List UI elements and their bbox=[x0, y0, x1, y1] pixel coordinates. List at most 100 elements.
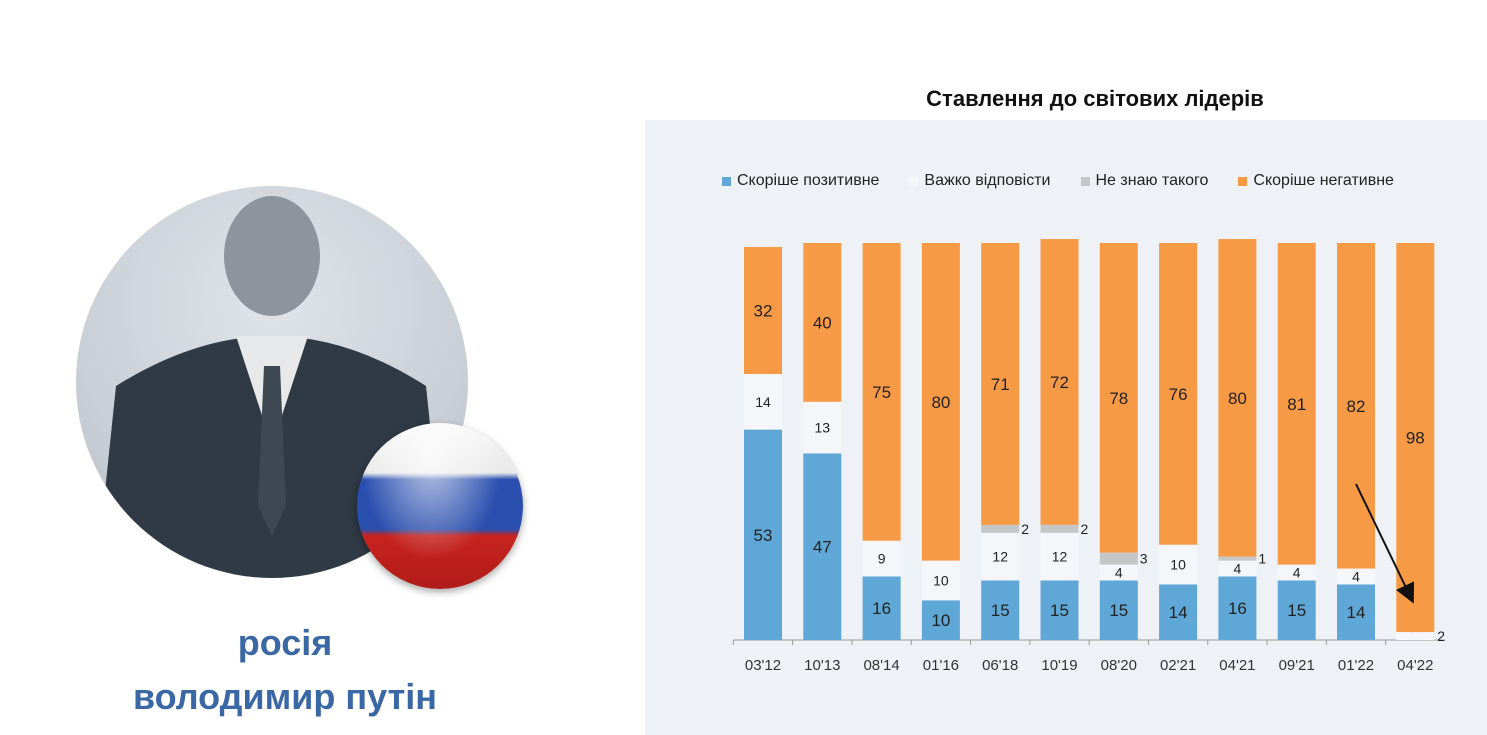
data-label: 2 bbox=[1437, 628, 1445, 644]
russia-flag-icon bbox=[357, 423, 523, 589]
bar-segment bbox=[921, 243, 960, 561]
bar-segment bbox=[1040, 580, 1079, 640]
data-label: 53 bbox=[754, 526, 773, 545]
x-tick-label: 08'20 bbox=[1101, 657, 1137, 674]
bar-segment bbox=[1396, 243, 1435, 633]
bar-segment bbox=[1277, 580, 1316, 640]
data-label: 80 bbox=[1228, 389, 1247, 408]
data-label: 98 bbox=[1406, 429, 1425, 448]
bar-segment bbox=[803, 453, 842, 640]
legend-unknown: Не знаю такого bbox=[1080, 172, 1209, 190]
data-label: 72 bbox=[1050, 373, 1069, 392]
bar-segment bbox=[1040, 532, 1079, 581]
data-label: 4 bbox=[1352, 568, 1360, 584]
legend: Скоріше позитивне Важко відповісти Не зн… bbox=[722, 172, 1394, 190]
bar-segment bbox=[1159, 243, 1198, 545]
bar-segment bbox=[862, 243, 901, 541]
data-label: 12 bbox=[992, 549, 1008, 565]
bar-segment bbox=[981, 532, 1020, 581]
bar-segment bbox=[1159, 544, 1198, 585]
x-tick-label: 01'22 bbox=[1338, 657, 1374, 674]
x-tick-label: 10'19 bbox=[1041, 657, 1077, 674]
x-tick-label: 04'22 bbox=[1397, 657, 1433, 674]
data-label: 16 bbox=[1228, 599, 1247, 618]
data-label: 15 bbox=[991, 601, 1010, 620]
x-tick-label: 06'18 bbox=[982, 657, 1018, 674]
legend-negative: Скоріше негативне bbox=[1238, 172, 1394, 190]
data-label: 40 bbox=[813, 313, 832, 332]
data-label: 32 bbox=[754, 301, 773, 320]
data-label: 9 bbox=[878, 551, 886, 567]
legend-positive: Скоріше позитивне bbox=[722, 172, 879, 190]
data-label: 2 bbox=[1081, 521, 1089, 537]
data-label: 82 bbox=[1347, 397, 1366, 416]
bar-segment bbox=[744, 374, 782, 430]
data-label: 10 bbox=[933, 572, 949, 588]
bar-segment bbox=[1337, 568, 1375, 585]
x-tick-label: 10'13 bbox=[804, 657, 840, 674]
data-label: 12 bbox=[1052, 549, 1068, 565]
data-label: 10 bbox=[1170, 557, 1186, 573]
legend-label: Скоріше негативне bbox=[1253, 172, 1394, 189]
data-label: 2 bbox=[1021, 521, 1029, 537]
data-label: 71 bbox=[991, 375, 1010, 394]
bar-segment bbox=[1277, 243, 1316, 565]
x-tick-label: 03'12 bbox=[745, 657, 781, 674]
data-label: 14 bbox=[755, 394, 771, 410]
bar-segment bbox=[1396, 632, 1435, 640]
legend-swatch bbox=[1238, 176, 1248, 186]
bar-segment bbox=[1040, 524, 1079, 533]
data-label: 4 bbox=[1293, 565, 1301, 581]
data-label: 4 bbox=[1234, 561, 1242, 577]
x-tick-label: 04'21 bbox=[1219, 657, 1255, 674]
bar-segment bbox=[744, 246, 782, 375]
bar-segment bbox=[803, 401, 842, 454]
bar-segment bbox=[862, 576, 901, 640]
data-label: 15 bbox=[1109, 601, 1128, 620]
legend-label: Скоріше позитивне bbox=[737, 172, 880, 189]
data-label: 81 bbox=[1287, 395, 1306, 414]
x-tick-label: 02'21 bbox=[1160, 657, 1196, 674]
legend-swatch bbox=[1080, 176, 1090, 186]
data-label: 75 bbox=[872, 383, 891, 402]
bar-segment bbox=[1218, 560, 1257, 577]
bar-segment bbox=[981, 524, 1020, 533]
bar-segment bbox=[1099, 564, 1138, 581]
bar-segment bbox=[1337, 584, 1375, 640]
legend-label: Не знаю такого bbox=[1095, 172, 1209, 189]
data-label: 13 bbox=[815, 420, 831, 436]
bar-segment bbox=[803, 243, 842, 402]
bar-segment bbox=[1099, 243, 1138, 553]
bar-segment bbox=[1337, 243, 1375, 569]
x-tick-label: 08'14 bbox=[863, 657, 899, 674]
bar-segment bbox=[862, 540, 901, 577]
bar-segment bbox=[981, 243, 1020, 525]
legend-label: Важко відповісти bbox=[924, 172, 1051, 189]
bar-segment bbox=[1099, 580, 1138, 640]
leader-name-caption: володимир путін bbox=[133, 676, 437, 717]
bar-segment bbox=[1218, 239, 1257, 557]
data-label: 76 bbox=[1169, 385, 1188, 404]
x-tick-label: 09'21 bbox=[1279, 657, 1315, 674]
legend-swatch bbox=[722, 176, 731, 186]
bar-segment bbox=[921, 560, 960, 601]
data-label: 16 bbox=[872, 599, 891, 618]
x-tick-label: 01'16 bbox=[923, 657, 959, 674]
data-label: 14 bbox=[1169, 603, 1188, 622]
data-label: 1 bbox=[1258, 551, 1266, 567]
data-label: 10 bbox=[931, 611, 950, 630]
bar-segment bbox=[1277, 564, 1316, 581]
data-label: 15 bbox=[1287, 601, 1306, 620]
bar-segment bbox=[981, 580, 1020, 640]
bar-segment bbox=[1218, 556, 1257, 561]
data-label: 80 bbox=[931, 393, 950, 412]
data-label: 3 bbox=[1140, 551, 1148, 567]
bar-segment bbox=[1099, 552, 1138, 565]
data-label: 15 bbox=[1050, 601, 1069, 620]
legend-hard: Важко відповісти bbox=[909, 172, 1051, 190]
data-label: 78 bbox=[1109, 389, 1128, 408]
data-label: 14 bbox=[1347, 603, 1366, 622]
country-caption: росія bbox=[237, 622, 333, 663]
bar-segment bbox=[1040, 239, 1079, 525]
